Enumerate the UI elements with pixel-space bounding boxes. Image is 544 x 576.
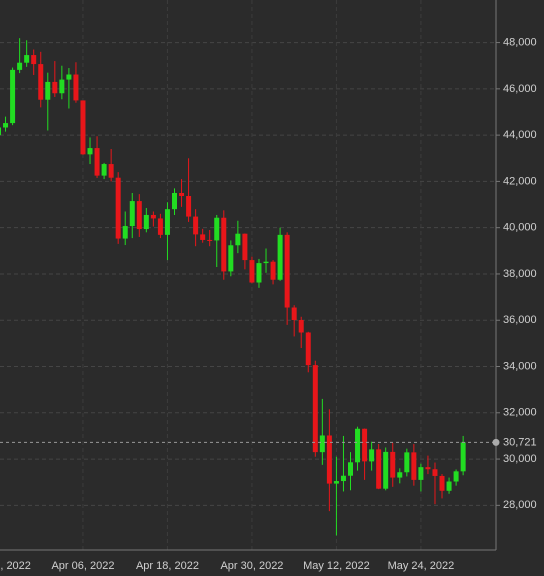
- last-price-dot: [492, 438, 500, 446]
- candle-body: [59, 79, 65, 94]
- candle-body: [94, 148, 100, 176]
- y-tick-label: 32,000: [503, 407, 537, 419]
- y-tick-label: 36,000: [503, 314, 537, 326]
- candle-body: [164, 209, 170, 235]
- candle-body: [446, 481, 452, 491]
- candle-body: [136, 201, 142, 230]
- y-tick-label: 30,000: [503, 453, 537, 465]
- candle-body: [214, 217, 220, 241]
- candle-body: [326, 435, 332, 484]
- candle-body: [143, 214, 149, 230]
- candle-body: [80, 100, 86, 155]
- candle-body: [150, 214, 156, 219]
- candle-body: [31, 55, 37, 65]
- candle-body: [242, 233, 248, 261]
- candle-body: [200, 234, 206, 240]
- candle-body: [172, 192, 177, 210]
- candle-body: [298, 320, 304, 333]
- candle-body: [38, 64, 44, 100]
- last-price-label: 30,721: [503, 436, 537, 448]
- candle-body: [355, 428, 361, 463]
- candle-body: [263, 261, 269, 264]
- candle-body: [418, 467, 424, 480]
- candle-body: [52, 81, 58, 94]
- candle-body: [235, 233, 241, 246]
- candle-body: [207, 239, 213, 241]
- candle-body: [10, 69, 16, 124]
- candle-body: [369, 449, 375, 462]
- candle-body: [45, 81, 51, 100]
- candle-body: [3, 123, 9, 128]
- candle-body: [425, 467, 431, 470]
- candle-body: [291, 307, 297, 321]
- y-tick-label: 42,000: [503, 175, 537, 187]
- y-tick-label: 38,000: [503, 268, 537, 280]
- x-tick-label: Apr 18, 2022: [136, 560, 199, 572]
- y-tick-label: 46,000: [503, 83, 537, 95]
- candle-body: [256, 263, 262, 283]
- candle-body: [411, 452, 417, 480]
- candle-body: [87, 148, 93, 155]
- candle-body: [376, 449, 382, 489]
- candle-body: [362, 428, 368, 462]
- candle-body: [186, 195, 192, 217]
- y-tick-label: 34,000: [503, 360, 537, 372]
- candle-body: [193, 216, 199, 235]
- candle-body: [432, 469, 438, 476]
- candle-body: [221, 217, 227, 272]
- candle-body: [122, 226, 128, 239]
- candle-body: [115, 177, 121, 239]
- candle-body: [277, 234, 283, 280]
- x-tick-label: Mar 25, 2022: [0, 560, 31, 572]
- plot-area: [0, 38, 496, 536]
- candle-body: [270, 261, 276, 280]
- candle-body: [390, 451, 396, 478]
- candle-body: [284, 234, 290, 308]
- candle-body: [439, 475, 445, 491]
- candle-body: [340, 475, 346, 482]
- x-tick-label: Apr 06, 2022: [51, 560, 114, 572]
- axis-labels: 28,000 30,000 32,000 34,000 36,000 38,000 40,0…: [0, 36, 537, 571]
- y-tick-label: 44,000: [503, 129, 537, 141]
- candle-body: [179, 192, 185, 196]
- x-tick-label: May 24, 2022: [388, 560, 455, 572]
- candle-body: [305, 332, 311, 366]
- candle-body: [66, 74, 72, 80]
- candle-body: [24, 55, 30, 63]
- x-tick-label: Apr 30, 2022: [220, 560, 283, 572]
- candle-body: [228, 245, 234, 272]
- candle-body: [0, 127, 1, 136]
- y-tick-label: 48,000: [503, 36, 537, 48]
- candle-body: [397, 472, 403, 478]
- candle-body: [453, 471, 459, 482]
- candle-body: [312, 365, 318, 453]
- candle-body: [73, 74, 79, 101]
- y-tick-label: 28,000: [503, 499, 537, 511]
- candle-body: [17, 62, 23, 70]
- candle-body: [101, 164, 107, 176]
- x-tick-label: May 12, 2022: [303, 560, 370, 572]
- candle-body: [333, 481, 339, 484]
- candle-body: [383, 451, 389, 489]
- candle-body: [129, 201, 135, 227]
- candle-body: [157, 218, 163, 235]
- candle-body: [460, 442, 466, 472]
- y-tick-label: 40,000: [503, 222, 537, 234]
- candle-body: [348, 462, 353, 476]
- candle-body: [319, 435, 325, 453]
- candle-body: [108, 164, 114, 178]
- candle-body: [404, 452, 410, 473]
- candle-body: [249, 260, 255, 283]
